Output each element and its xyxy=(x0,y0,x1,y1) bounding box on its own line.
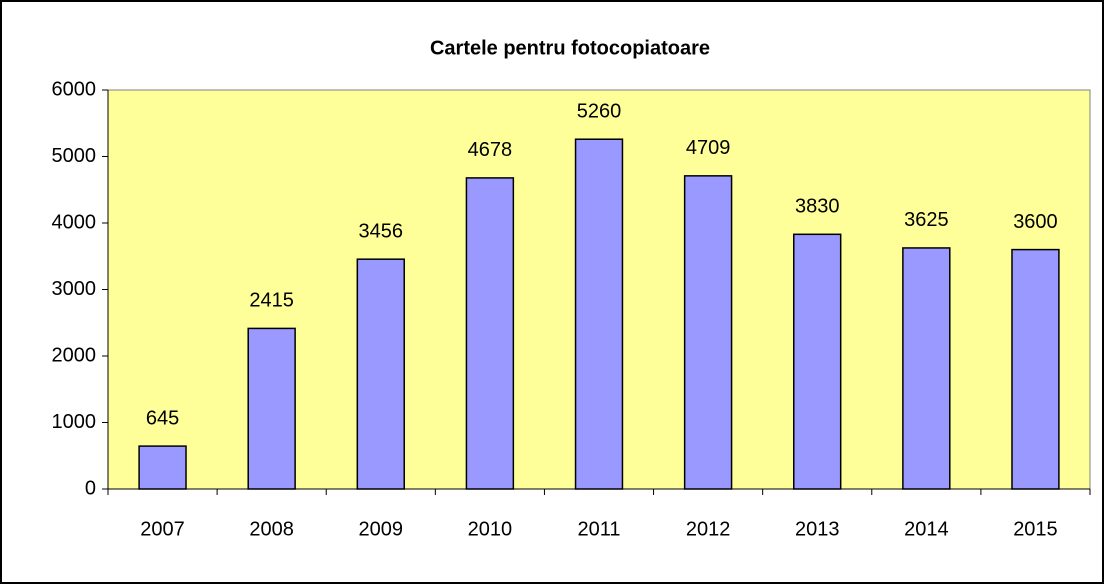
y-tick-label: 4000 xyxy=(52,211,97,233)
data-label: 3830 xyxy=(795,196,840,218)
data-label: 3456 xyxy=(359,220,404,242)
bar xyxy=(138,445,187,490)
bar xyxy=(574,138,624,490)
x-tick-label: 2007 xyxy=(140,518,185,540)
x-tick-label: 2014 xyxy=(904,518,949,540)
data-label: 645 xyxy=(146,407,179,429)
x-tick-label: 2008 xyxy=(249,518,294,540)
data-label: 5260 xyxy=(577,100,622,122)
y-tick-label: 1000 xyxy=(52,411,97,433)
y-tick-label: 0 xyxy=(85,477,96,499)
x-tick-label: 2009 xyxy=(359,518,404,540)
chart-title: Cartele pentru fotocopiatoare xyxy=(430,37,710,59)
data-label: 4678 xyxy=(468,139,513,161)
bar xyxy=(1011,248,1060,490)
data-label: 4709 xyxy=(686,137,731,159)
bar xyxy=(247,327,296,490)
bar xyxy=(465,177,515,490)
y-tick-label: 6000 xyxy=(52,78,97,100)
y-tick-label: 3000 xyxy=(52,278,97,300)
y-tick-label: 5000 xyxy=(52,145,97,167)
bar xyxy=(683,175,733,490)
data-label: 3600 xyxy=(1013,211,1058,233)
x-tick-label: 2012 xyxy=(686,518,731,540)
y-tick-label: 2000 xyxy=(52,344,97,366)
x-tick-label: 2015 xyxy=(1013,518,1058,540)
data-label: 3625 xyxy=(904,209,949,231)
x-tick-label: 2010 xyxy=(468,518,513,540)
data-label: 2415 xyxy=(249,290,294,312)
x-tick-label: 2011 xyxy=(577,518,620,540)
bar xyxy=(356,258,405,490)
x-tick-label: 2013 xyxy=(795,518,840,540)
bar xyxy=(793,233,842,490)
bar xyxy=(902,247,951,490)
